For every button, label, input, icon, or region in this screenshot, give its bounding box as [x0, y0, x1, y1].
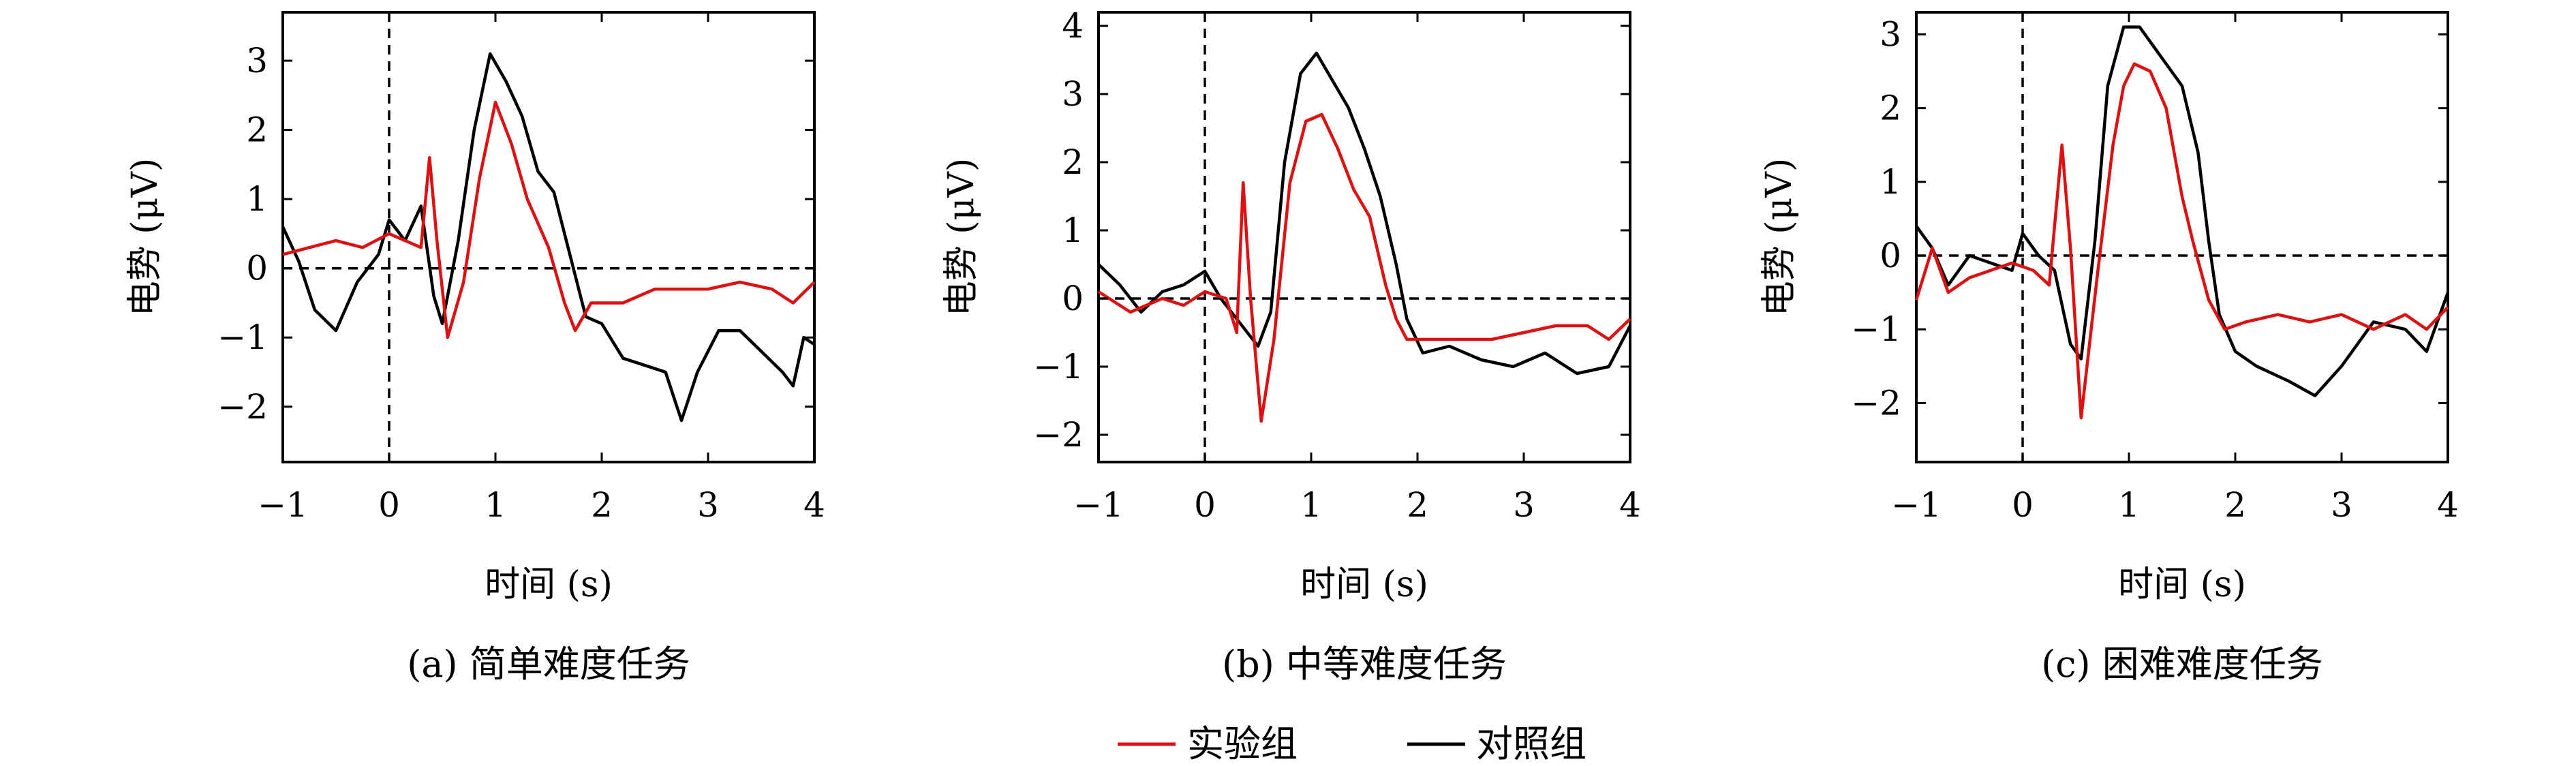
- panel-c: −1 0 1 2 3 4 −2 −1 0 1 2 3 时间 (s) 电势 (μV) (c) 困难难度…: [1759, 11, 2459, 686]
- legend-label-experimental: 实验组: [1187, 722, 1298, 765]
- x-tick-label: 0: [1194, 485, 1216, 525]
- series-line-control: [1097, 51, 1631, 376]
- series-line-control: [1915, 25, 2450, 397]
- x-tick-label: 3: [697, 485, 719, 525]
- panel-b: −1 0 1 2 3 4 −2 −1 0 1 2 3 4 时间 (s) 电势 (μV) (b) 中等难…: [941, 6, 1641, 686]
- series-layer: [1097, 51, 1631, 423]
- y-axis-label: 电势 (μV): [125, 158, 166, 316]
- y-tick-label: 0: [1062, 279, 1084, 318]
- x-tick-label: 4: [2437, 485, 2459, 525]
- y-tick-label: 3: [246, 41, 268, 80]
- x-tick-label: 1: [2118, 485, 2140, 525]
- y-tick-label: −1: [1033, 347, 1084, 386]
- y-tick-label: −2: [1033, 415, 1084, 455]
- plot-frame: [1097, 11, 1631, 463]
- y-tick-label: 2: [1880, 89, 1901, 128]
- x-ticks: −1 0 1 2 3 4: [1073, 12, 1641, 525]
- x-tick-label: 0: [2012, 485, 2034, 525]
- series-layer: [281, 52, 816, 423]
- series-line-control: [281, 52, 816, 423]
- panel-a: −1 0 1 2 3 4 −2 −1 0 1 2 3 时间 (s) 电势 (μV) (a) 简单难度…: [125, 11, 825, 686]
- x-tick-label: 2: [591, 485, 613, 525]
- y-tick-label: −2: [217, 387, 268, 427]
- y-tick-label: −2: [1851, 383, 1901, 423]
- panel-caption: (b) 中等难度任务: [1222, 643, 1507, 686]
- zero-lines: [1916, 12, 2448, 462]
- y-tick-label: 0: [246, 249, 268, 288]
- y-tick-label: 1: [1062, 211, 1084, 250]
- y-ticks: −2 −1 0 1 2 3: [1851, 14, 2448, 423]
- zero-lines: [283, 12, 814, 462]
- y-tick-label: 0: [1880, 236, 1901, 275]
- legend-label-control: 对照组: [1476, 722, 1586, 765]
- legend: 实验组 对照组: [1118, 722, 1586, 765]
- y-tick-label: −1: [217, 318, 268, 357]
- x-ticks: −1 0 1 2 3 4: [1891, 12, 2459, 525]
- y-tick-label: 2: [1062, 142, 1084, 182]
- plot-frame: [281, 11, 816, 463]
- x-tick-label: 3: [1513, 485, 1535, 525]
- y-axis-label: 电势 (μV): [941, 158, 982, 316]
- y-tick-label: −1: [1851, 309, 1901, 349]
- x-axis-label: 时间 (s): [1300, 564, 1428, 605]
- plot-frame: [1915, 11, 2449, 463]
- x-tick-label: 2: [2224, 485, 2246, 525]
- panel-caption: (a) 简单难度任务: [407, 643, 690, 686]
- y-ticks: −2 −1 0 1 2 3 4: [1033, 6, 1630, 455]
- y-tick-label: 1: [1880, 162, 1901, 202]
- y-tick-label: 4: [1062, 6, 1084, 46]
- x-tick-label: −1: [258, 485, 308, 525]
- zero-lines: [1099, 12, 1630, 462]
- x-axis-label: 时间 (s): [2118, 564, 2246, 605]
- x-ticks: −1 0 1 2 3 4: [258, 12, 825, 525]
- series-line-experimental: [282, 100, 816, 339]
- x-tick-label: −1: [1891, 485, 1942, 525]
- y-tick-label: 1: [246, 179, 268, 219]
- y-ticks: −2 −1 0 1 2 3: [217, 41, 814, 427]
- x-tick-label: 1: [1300, 485, 1322, 525]
- series-layer: [1914, 25, 2450, 420]
- y-tick-label: 2: [246, 110, 268, 150]
- x-tick-label: −1: [1073, 485, 1124, 525]
- panel-caption: (c) 困难难度任务: [2041, 643, 2323, 686]
- y-axis-label: 电势 (μV): [1759, 158, 1800, 316]
- x-tick-label: 0: [378, 485, 400, 525]
- x-axis-label: 时间 (s): [485, 564, 613, 605]
- y-tick-label: 3: [1062, 74, 1084, 114]
- y-tick-label: 3: [1880, 14, 1901, 54]
- x-tick-label: 3: [2331, 485, 2352, 525]
- x-tick-label: 2: [1407, 485, 1428, 525]
- x-tick-label: 1: [485, 485, 506, 525]
- series-line-experimental: [1097, 112, 1631, 423]
- x-tick-label: 4: [803, 485, 825, 525]
- series-line-experimental: [1914, 62, 2449, 420]
- x-tick-label: 4: [1619, 485, 1641, 525]
